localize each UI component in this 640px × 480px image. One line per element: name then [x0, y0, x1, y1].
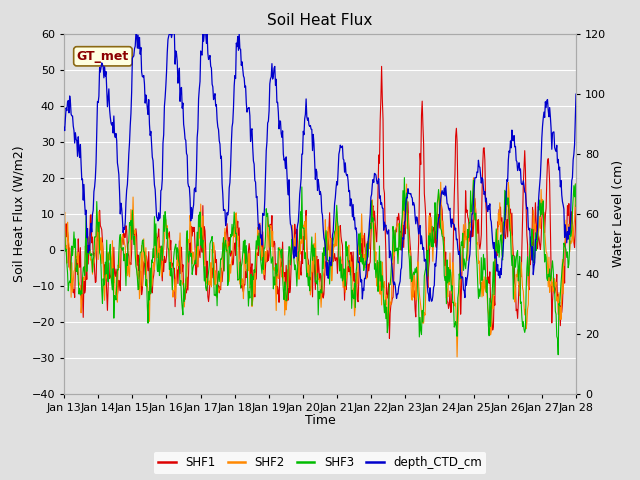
Text: GT_met: GT_met	[77, 50, 129, 63]
Title: Soil Heat Flux: Soil Heat Flux	[268, 13, 372, 28]
Y-axis label: Soil Heat Flux (W/m2): Soil Heat Flux (W/m2)	[13, 145, 26, 282]
Y-axis label: Water Level (cm): Water Level (cm)	[612, 160, 625, 267]
Legend: SHF1, SHF2, SHF3, depth_CTD_cm: SHF1, SHF2, SHF3, depth_CTD_cm	[154, 452, 486, 474]
X-axis label: Time: Time	[305, 414, 335, 427]
